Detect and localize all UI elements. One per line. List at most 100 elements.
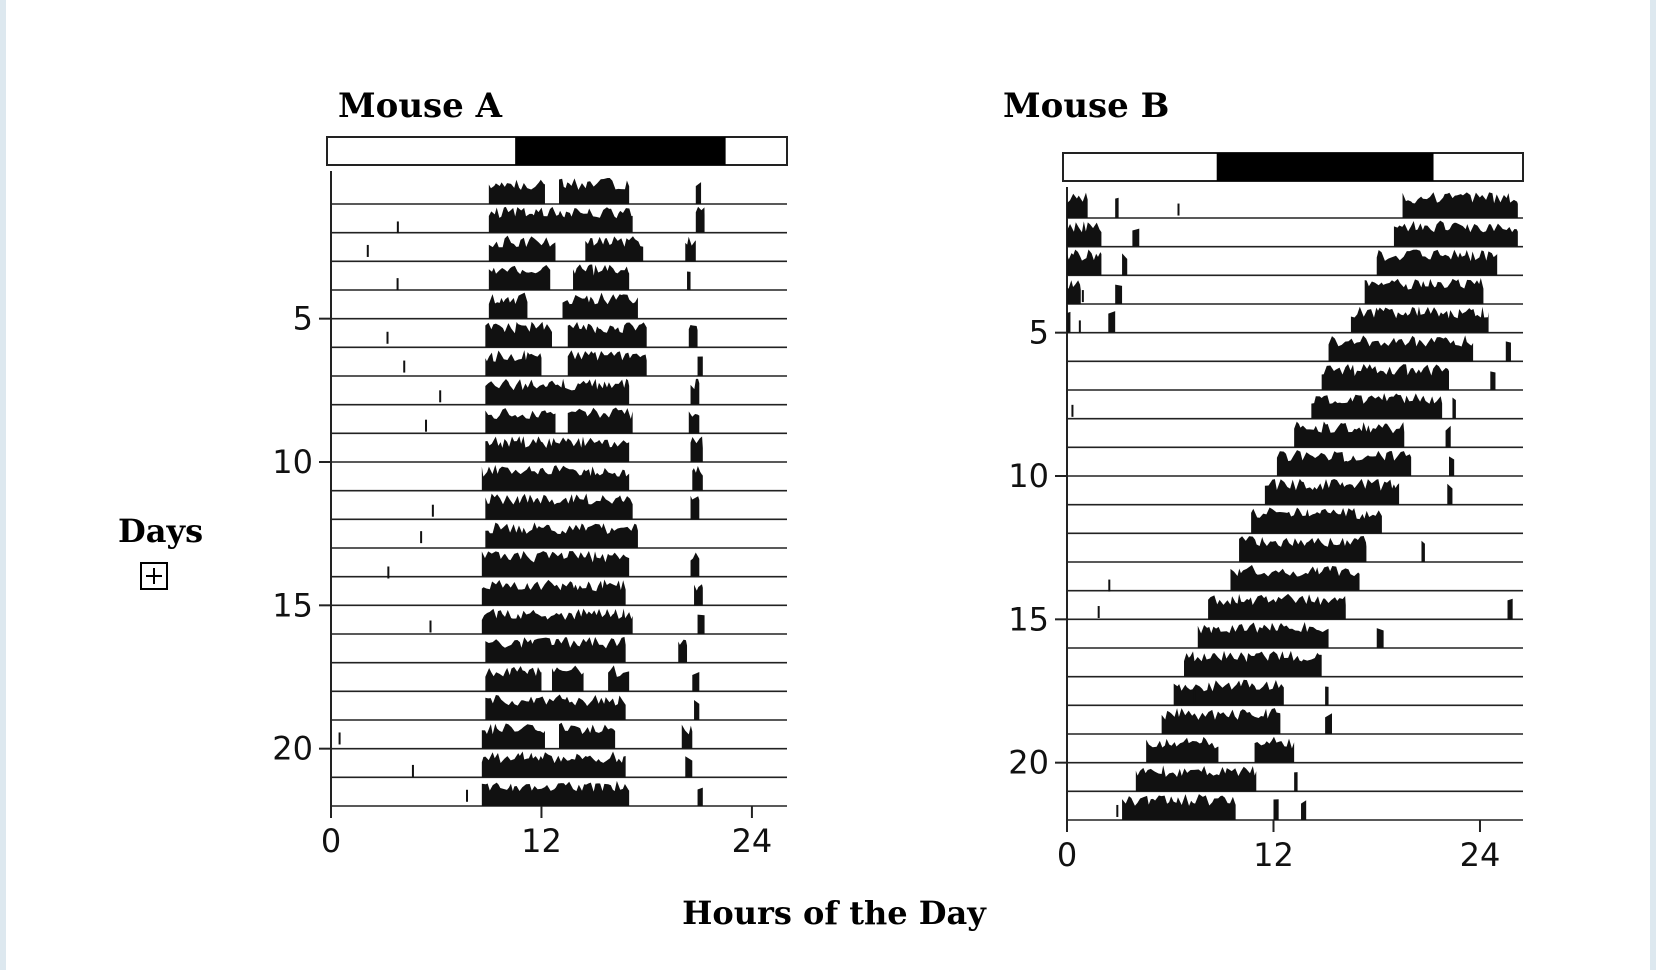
activity-bout xyxy=(1273,799,1279,820)
x-tick-label: 0 xyxy=(321,822,341,860)
page-edge-left xyxy=(0,0,6,970)
activity-bout xyxy=(1376,249,1498,276)
activity-bout xyxy=(567,321,647,348)
activity-bout xyxy=(608,665,630,692)
activity-bout xyxy=(481,465,630,491)
activity-bout xyxy=(481,751,626,778)
activity-bout xyxy=(1452,397,1456,419)
activity-spike xyxy=(1078,320,1081,333)
activity-spike xyxy=(431,504,434,517)
activity-spike xyxy=(1081,290,1084,303)
activity-spike xyxy=(1116,804,1119,817)
activity-bout xyxy=(695,182,702,204)
activity-bout xyxy=(1173,679,1284,706)
activity-bout xyxy=(1507,598,1513,620)
activity-bout xyxy=(485,493,633,520)
activity-bout xyxy=(485,321,552,348)
activity-bout xyxy=(694,584,703,606)
activity-bout xyxy=(1197,622,1329,648)
activity-bout xyxy=(1505,341,1511,362)
activity-spike xyxy=(425,419,428,432)
activity-bout xyxy=(697,787,703,806)
activity-bout xyxy=(1067,311,1071,333)
activity-bout xyxy=(1294,772,1298,792)
x-tick-label: 12 xyxy=(521,822,562,860)
activity-bout xyxy=(485,436,630,462)
activity-bout xyxy=(585,236,644,262)
activity-spike xyxy=(366,244,369,257)
activity-bout xyxy=(485,694,626,720)
activity-bout xyxy=(690,552,700,577)
activity-bout xyxy=(1301,800,1307,820)
y-axis-label-days: Days xyxy=(118,512,203,550)
expand-plus-icon[interactable] xyxy=(140,562,168,590)
activity-bout xyxy=(1490,371,1496,390)
activity-spike xyxy=(338,732,341,745)
activity-bout xyxy=(488,179,545,204)
activity-bout xyxy=(1115,197,1119,218)
activity-spike xyxy=(429,620,432,633)
activity-bout xyxy=(1350,306,1489,333)
activity-spike xyxy=(1193,690,1196,703)
activity-bout xyxy=(488,264,551,290)
x-tick-label: 0 xyxy=(1057,836,1077,874)
activity-bout xyxy=(481,608,633,634)
activity-spike xyxy=(387,566,390,579)
activity-bout xyxy=(697,356,703,376)
activity-spike xyxy=(1097,606,1100,619)
y-tick-label: 15 xyxy=(272,586,313,624)
activity-bout xyxy=(1421,540,1425,562)
activity-bout xyxy=(1254,736,1295,763)
activity-bout xyxy=(697,614,705,634)
activity-bout xyxy=(1122,794,1236,820)
activity-bout xyxy=(481,550,630,577)
activity-bout xyxy=(481,579,626,606)
activity-bout xyxy=(1122,253,1128,276)
activity-bout xyxy=(1321,364,1450,390)
activity-bout xyxy=(485,350,542,376)
activity-bout xyxy=(1264,478,1400,505)
activity-bout xyxy=(1208,593,1346,620)
y-tick-label: 20 xyxy=(1008,744,1049,782)
activity-bout xyxy=(1135,765,1257,792)
panel-mouse-a: Mouse A 5 10 15 20 0 12 24 xyxy=(272,86,788,860)
activity-bout xyxy=(485,636,626,663)
page-edge-right xyxy=(1650,0,1656,970)
activity-spike xyxy=(1108,579,1111,592)
activity-bout xyxy=(1067,192,1088,218)
x-tick-label: 24 xyxy=(1460,836,1501,874)
activity-spike xyxy=(396,278,399,291)
activity-bout xyxy=(1161,708,1281,734)
activity-bout xyxy=(562,292,638,319)
activity-spike xyxy=(396,221,399,234)
activity-bout xyxy=(685,756,693,778)
activity-spike xyxy=(420,531,423,544)
activity-bout xyxy=(695,206,705,233)
panel-title-mouse-b: Mouse B xyxy=(1003,86,1169,126)
y-tick-label: 5 xyxy=(1029,314,1049,352)
activity-bout xyxy=(1276,450,1412,476)
activity-bout xyxy=(559,722,616,749)
activity-bout xyxy=(1067,221,1102,247)
activity-bout xyxy=(1108,311,1116,333)
activity-bout xyxy=(681,724,693,749)
activity-bout xyxy=(1311,393,1443,419)
activity-bout xyxy=(1146,736,1219,763)
activity-bout xyxy=(573,264,630,290)
activity-bout xyxy=(1325,713,1332,734)
x-tick-label: 24 xyxy=(732,822,773,860)
activity-bout xyxy=(1449,456,1455,476)
activity-bout xyxy=(488,235,556,262)
activity-bout xyxy=(1445,425,1451,448)
activity-bout xyxy=(1402,192,1518,218)
activity-bout xyxy=(1376,628,1384,648)
activity-spike xyxy=(411,764,414,777)
y-tick-label: 10 xyxy=(1008,457,1049,495)
activity-bout xyxy=(559,178,630,204)
activity-bout xyxy=(1067,249,1102,276)
y-tick-label: 10 xyxy=(272,443,313,481)
activity-bout xyxy=(1294,421,1405,448)
activity-bout xyxy=(685,236,696,262)
dark-phase-bar xyxy=(515,137,726,165)
activity-spike xyxy=(403,360,406,373)
